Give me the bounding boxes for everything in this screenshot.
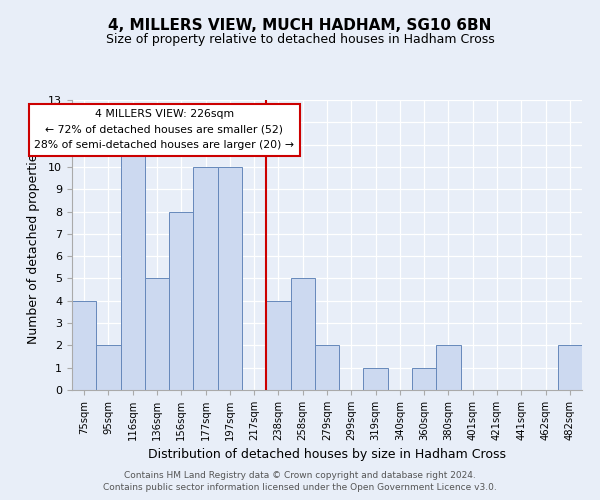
Bar [121,144,145,390]
Y-axis label: Number of detached properties: Number of detached properties [27,146,40,344]
Bar [436,346,461,390]
Text: 4 MILLERS VIEW: 226sqm
← 72% of detached houses are smaller (52)
28% of semi-det: 4 MILLERS VIEW: 226sqm ← 72% of detached… [34,109,294,150]
Bar [96,346,121,390]
Bar [412,368,436,390]
Bar [266,301,290,390]
Bar [145,278,169,390]
Bar [558,346,582,390]
X-axis label: Distribution of detached houses by size in Hadham Cross: Distribution of detached houses by size … [148,448,506,462]
Bar [218,167,242,390]
Bar [193,167,218,390]
Bar [72,301,96,390]
Bar [364,368,388,390]
Bar [315,346,339,390]
Bar [290,278,315,390]
Text: Size of property relative to detached houses in Hadham Cross: Size of property relative to detached ho… [106,32,494,46]
Text: Contains public sector information licensed under the Open Government Licence v3: Contains public sector information licen… [103,483,497,492]
Text: 4, MILLERS VIEW, MUCH HADHAM, SG10 6BN: 4, MILLERS VIEW, MUCH HADHAM, SG10 6BN [109,18,491,32]
Text: Contains HM Land Registry data © Crown copyright and database right 2024.: Contains HM Land Registry data © Crown c… [124,470,476,480]
Bar [169,212,193,390]
